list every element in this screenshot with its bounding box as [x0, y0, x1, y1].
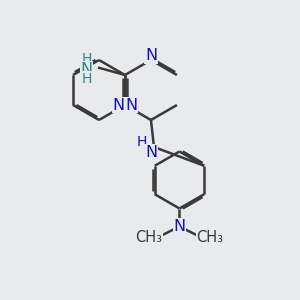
Text: H: H: [81, 72, 92, 86]
Text: CH₃: CH₃: [135, 230, 162, 244]
Text: CH₃: CH₃: [196, 230, 224, 244]
Text: H: H: [81, 52, 92, 66]
Text: N: N: [173, 219, 185, 234]
Text: H: H: [136, 135, 146, 148]
Text: N: N: [112, 98, 124, 112]
Text: N: N: [145, 48, 157, 63]
Text: N: N: [80, 61, 93, 76]
Text: N: N: [145, 145, 157, 160]
Text: N: N: [125, 98, 138, 112]
